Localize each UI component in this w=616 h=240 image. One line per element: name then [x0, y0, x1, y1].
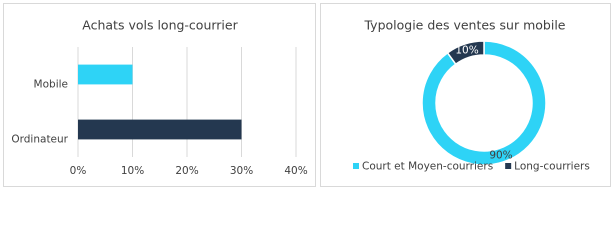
legend-swatch — [353, 163, 359, 169]
chart-title: Achats vols long-courrier — [82, 18, 238, 33]
x-tick-label: 10% — [121, 165, 144, 177]
y-tick-label: Mobile — [34, 78, 68, 90]
legend-label: Long-courriers — [514, 161, 590, 173]
dashboard: Achats vols long-courrier Typologie des … — [3, 3, 611, 187]
x-tick-label: 20% — [175, 165, 198, 177]
legend-swatch — [505, 163, 512, 169]
x-tick-label: 40% — [284, 165, 307, 177]
donut-slice — [446, 40, 485, 66]
legend-label: Court et Moyen-courriers — [362, 161, 493, 173]
x-tick-label: 0% — [70, 165, 87, 177]
bar — [78, 119, 242, 140]
data-label: 90% — [489, 149, 512, 161]
bar — [78, 64, 133, 85]
y-tick-label: Ordinateur — [11, 133, 68, 145]
data-label: 10% — [455, 45, 478, 57]
x-tick-label: 30% — [230, 165, 253, 177]
chart-title: Typologie des ventes sur mobile — [363, 18, 565, 33]
panel — [3, 3, 316, 187]
donut-slice — [421, 40, 547, 166]
